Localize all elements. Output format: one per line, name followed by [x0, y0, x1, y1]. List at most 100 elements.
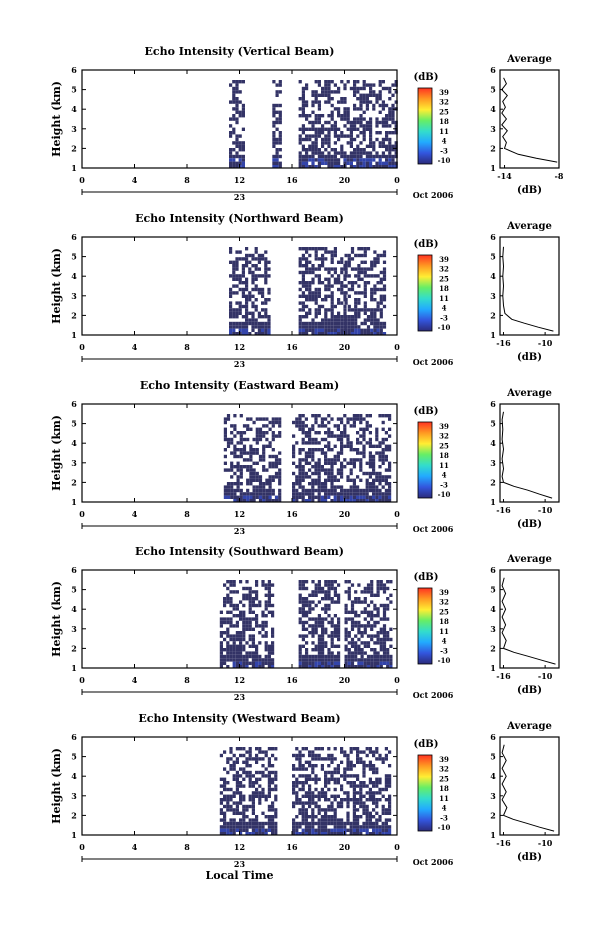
echo-cell — [229, 603, 233, 608]
echo-cell — [235, 151, 239, 155]
profile-y-tick-label: 2 — [490, 143, 496, 153]
echo-cell — [264, 586, 268, 591]
echo-cell — [349, 750, 353, 754]
echo-cell — [354, 332, 358, 336]
echo-cell — [229, 757, 233, 761]
y-axis-label: Height (km) — [50, 248, 63, 324]
echo-cell — [336, 832, 340, 836]
echo-cell — [301, 93, 305, 97]
echo-cell — [261, 750, 265, 754]
echo-cell — [327, 90, 331, 94]
echo-cell — [333, 332, 337, 336]
echo-cell — [382, 603, 387, 608]
echo-cell — [258, 794, 262, 798]
echo-cell — [252, 471, 256, 476]
echo-cell — [376, 651, 380, 655]
echo-cell — [337, 298, 341, 302]
echo-cell — [346, 107, 350, 111]
echo-cell — [324, 451, 328, 455]
echo-cell — [317, 117, 321, 121]
echo-cell — [248, 597, 252, 601]
echo-cell — [251, 610, 255, 614]
echo-cell — [258, 600, 262, 604]
echo-cell — [350, 321, 355, 326]
panel-title: Echo Intensity (Eastward Beam) — [140, 379, 339, 392]
echo-cell — [336, 471, 340, 476]
echo-cell — [372, 821, 376, 826]
echo-cell — [330, 631, 334, 635]
echo-cell — [317, 777, 321, 781]
colorbar-tick-label: 39 — [439, 588, 449, 597]
echo-cell — [254, 325, 258, 329]
echo-cell — [301, 274, 305, 278]
echo-cell — [327, 832, 331, 836]
echo-cell — [344, 260, 348, 264]
echo-cell — [239, 414, 243, 418]
echo-cell — [298, 798, 302, 802]
echo-cell — [241, 332, 245, 336]
echo-cell — [321, 247, 325, 251]
profile-x-tick-label: -16 — [496, 671, 511, 681]
echo-cell — [333, 488, 337, 493]
echo-cell — [308, 661, 312, 665]
echo-cell — [229, 620, 233, 625]
echo-cell — [274, 828, 278, 832]
echo-cell — [330, 80, 334, 84]
echo-cell — [330, 818, 334, 822]
y-tick-label: 2 — [71, 477, 77, 487]
echo-cell — [317, 247, 321, 251]
echo-cell — [359, 781, 363, 785]
echo-cell — [278, 499, 282, 503]
echo-cell — [238, 148, 242, 152]
echo-cell — [317, 580, 321, 584]
echo-cell — [262, 458, 266, 462]
echo-cell — [317, 475, 321, 479]
echo-cell — [359, 151, 363, 155]
echo-cell — [264, 832, 268, 836]
echo-cell — [330, 801, 334, 805]
echo-cell — [376, 321, 380, 326]
echo-cell — [258, 777, 262, 781]
echo-cell — [245, 821, 249, 826]
echo-cell — [245, 620, 249, 625]
echo-cell — [242, 770, 246, 775]
echo-cell — [311, 424, 315, 428]
echo-cell — [356, 154, 360, 159]
echo-cell — [324, 321, 328, 326]
echo-cell — [245, 315, 249, 319]
echo-cell — [311, 811, 315, 815]
echo-cell — [372, 798, 376, 802]
profile-y-tick-label: 1 — [490, 663, 496, 673]
echo-cell — [359, 832, 363, 836]
echo-cell — [379, 301, 383, 305]
echo-cell — [347, 318, 351, 322]
echo-cell — [272, 131, 276, 135]
echo-cell — [330, 620, 334, 625]
panel-title: Echo Intensity (Southward Beam) — [135, 545, 344, 558]
echo-cell — [376, 661, 380, 665]
echo-cell — [246, 478, 250, 482]
echo-cell — [321, 648, 325, 652]
date-label: Oct 2006 — [413, 190, 454, 200]
echo-cell — [347, 658, 351, 662]
echo-cell — [314, 321, 318, 326]
echo-cell — [232, 634, 236, 638]
echo-cell — [381, 141, 385, 145]
echo-cell — [330, 291, 334, 295]
echo-cell — [388, 107, 392, 111]
echo-cell — [304, 488, 308, 493]
echo-cell — [365, 821, 369, 826]
echo-cell — [347, 661, 351, 665]
echo-cell — [317, 308, 321, 312]
echo-cell — [267, 784, 271, 788]
echo-cell — [336, 767, 340, 771]
echo-cell — [226, 825, 230, 829]
echo-cell — [357, 583, 361, 587]
echo-cell — [298, 801, 302, 805]
echo-cell — [278, 434, 282, 438]
colorbar-unit: (dB) — [414, 739, 439, 750]
echo-cell — [356, 757, 360, 761]
echo-cell — [251, 274, 255, 278]
echo-cell — [362, 488, 366, 493]
echo-cell — [352, 815, 356, 819]
